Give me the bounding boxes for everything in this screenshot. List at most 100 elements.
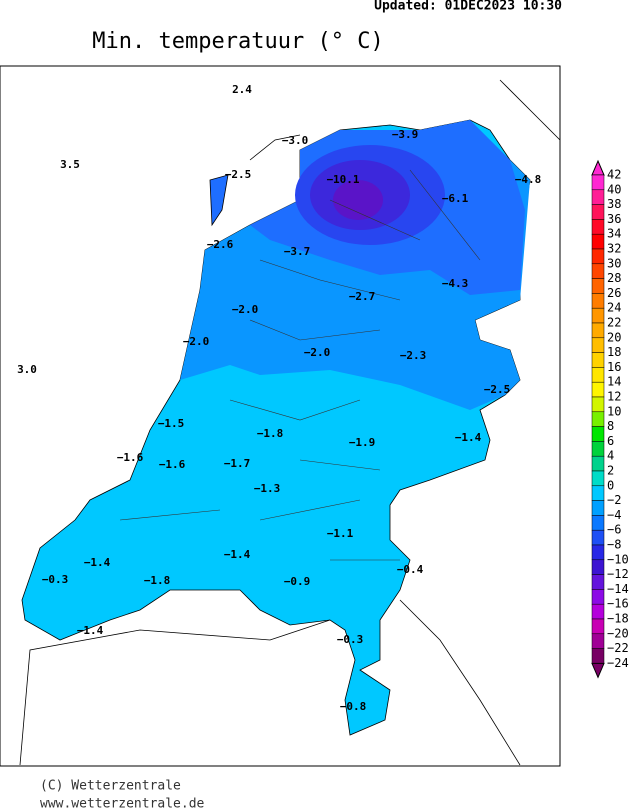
- station-value: −0.4: [397, 563, 424, 576]
- updated: Updated: 01DEC2023 10:30: [374, 0, 562, 14]
- station-value: 2.4: [232, 83, 252, 96]
- colorbar-label: 20: [607, 330, 621, 344]
- station-value: −1.3: [254, 482, 281, 495]
- station-value: −3.9: [392, 128, 419, 141]
- station-value: −1.6: [117, 451, 144, 464]
- colorbar-label: 30: [607, 256, 621, 270]
- colorbar-label: 28: [607, 271, 621, 285]
- station-value: −3.7: [284, 245, 311, 258]
- colorbar-label: 42: [607, 168, 621, 182]
- colorbar-cell: [591, 485, 605, 501]
- colorbar-cell: [591, 233, 605, 250]
- station-value: −0.8: [340, 700, 367, 713]
- colorbar-label: −18: [607, 612, 629, 626]
- colorbar-cell: [591, 307, 605, 324]
- colorbar-cell: [591, 367, 605, 383]
- colorbar-cell: [591, 381, 605, 398]
- colorbar-cell: [591, 189, 605, 205]
- colorbar-label: 8: [607, 419, 614, 433]
- colorbar-cell: [591, 441, 605, 457]
- colorbar-cell: [591, 411, 605, 427]
- station-value: 3.5: [60, 158, 80, 171]
- colorbar-cell: [591, 352, 605, 368]
- colorbar-label: 22: [607, 316, 621, 330]
- station-value: −1.4: [84, 556, 111, 569]
- station-value: −2.5: [225, 168, 252, 181]
- colorbar-label: 10: [607, 404, 621, 418]
- station-value: −10.1: [326, 173, 359, 186]
- colorbar-label: 38: [607, 197, 621, 211]
- colorbar-label: 6: [607, 434, 614, 448]
- colorbar-cell: [591, 470, 605, 487]
- colorbar-cell: [591, 337, 605, 353]
- station-value: −1.4: [224, 548, 251, 561]
- colorbar-label: 36: [607, 212, 621, 226]
- colorbar-cell: [591, 648, 605, 664]
- land: [19, 79, 561, 766]
- colorbar-cell: [591, 529, 605, 546]
- colorbar-label: −22: [607, 641, 629, 655]
- station-value: −2.0: [232, 303, 259, 316]
- station-value: −1.4: [455, 431, 482, 444]
- colorbar-cell: [591, 455, 605, 472]
- colorbar-label: 26: [607, 286, 621, 300]
- colorbar-cell: [591, 174, 605, 191]
- station-value: −2.5: [484, 383, 511, 396]
- station-value: −1.5: [158, 417, 185, 430]
- station-value: −0.3: [337, 633, 364, 646]
- colorbar-cell: [591, 248, 605, 265]
- colorbar-cell: [591, 293, 605, 309]
- station-value: −2.6: [207, 238, 234, 251]
- colorbar-cell: [591, 603, 605, 620]
- colorbar-label: 24: [607, 301, 621, 315]
- station-value: −1.7: [224, 457, 251, 470]
- colorbar-label: −10: [607, 552, 629, 566]
- colorbar-label: −20: [607, 626, 629, 640]
- colorbar-label: −2: [607, 493, 621, 507]
- station-value: −1.9: [349, 436, 376, 449]
- station-value: −0.9: [284, 575, 311, 588]
- colorbar-label: 16: [607, 360, 621, 374]
- colorbar-label: −14: [607, 582, 629, 596]
- station-value: −3.0: [282, 134, 309, 147]
- colorbar-cell: [591, 219, 605, 235]
- station-value: −2.7: [349, 290, 376, 303]
- colorbar-cell: [591, 278, 605, 294]
- colorbar-label: −12: [607, 567, 629, 581]
- station-value: −1.1: [327, 527, 354, 540]
- colorbar-cell: [591, 574, 605, 590]
- station-value: −0.3: [42, 573, 69, 586]
- station-value: −2.0: [304, 346, 331, 359]
- colorbar-cell: [591, 263, 605, 279]
- station-value: −4.8: [515, 173, 542, 186]
- station-value: −1.4: [77, 624, 104, 637]
- title: Min. temperatuur (° C): [92, 29, 383, 54]
- station-value: −1.8: [257, 427, 284, 440]
- colorbar-arrow-top: [591, 159, 605, 176]
- station-value: −2.3: [400, 349, 427, 362]
- colorbar-cell: [591, 618, 605, 635]
- station-value: 3.0: [17, 363, 37, 376]
- colorbar-cell: [591, 515, 605, 531]
- colorbar-label: 14: [607, 375, 621, 389]
- colorbar-cell: [591, 544, 605, 561]
- colorbar-label: 18: [607, 345, 621, 359]
- colorbar-cell: [591, 589, 605, 605]
- colorbar-cell: [591, 396, 605, 413]
- colorbar-label: −24: [607, 656, 629, 670]
- station-value: −6.1: [442, 192, 469, 205]
- colorbar-label: −6: [607, 523, 621, 537]
- colorbar: 424038363432302826242220181614121086420−…: [591, 159, 629, 679]
- colorbar-cell: [591, 204, 605, 220]
- colorbar-label: 32: [607, 242, 621, 256]
- colorbar-label: 0: [607, 478, 614, 492]
- colorbar-label: 40: [607, 182, 621, 196]
- colorbar-label: 2: [607, 464, 614, 478]
- colorbar-label: −16: [607, 597, 629, 611]
- colorbar-cell: [591, 426, 605, 442]
- colorbar-cell: [591, 500, 605, 516]
- station-value: −2.0: [183, 335, 210, 348]
- station-labels: 2.4 3.5 3.0 −3.0 −3.9 −2.5 −10.1 −6.1 −4.8 −2.6 −3…: [17, 83, 541, 713]
- colorbar-cell: [591, 559, 605, 575]
